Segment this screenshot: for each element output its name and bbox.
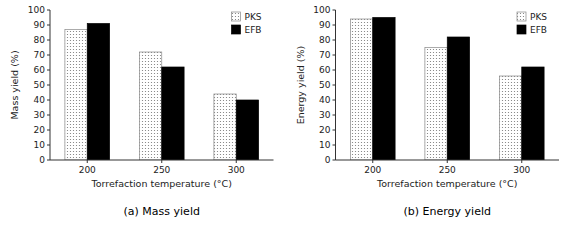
x-tick-label: 300 [513,165,530,175]
y-axis [335,10,336,160]
bar [447,37,469,160]
y-tick-label: 20 [319,125,331,135]
x-axis-label: Torrefaction temperature (°C) [91,178,232,189]
bar [522,67,544,160]
y-tick-label: 80 [34,35,46,45]
x-tick-label: 300 [228,165,245,175]
y-tick-label: 100 [28,5,45,15]
y-tick-label: 0 [39,155,45,165]
y-tick-label: 40 [34,95,46,105]
y-tick-label: 100 [313,5,330,15]
legend-swatch [232,12,241,21]
y-tick-label: 70 [319,50,331,60]
x-tick [161,160,162,163]
y-axis-label: Mass yield (%) [9,50,20,119]
bar [65,30,87,161]
panel: 0 10 20 30 40 50 60 70 80 90 100 200 250 300 Torrefact… [295,5,560,218]
bar [236,100,258,160]
caption: (b) Energy yield [404,205,491,218]
caption: (a) Mass yield [124,205,200,218]
legend-label: EFB [530,25,547,35]
x-tick [236,160,237,163]
y-tick-label: 90 [319,20,331,30]
x-tick-label: 250 [439,165,456,175]
bars [65,24,259,161]
bar [425,48,447,161]
legend-label: PKS [245,12,262,22]
bars [350,18,544,161]
x-tick-label: 200 [364,165,381,175]
y-axis-label: Energy yield (%) [295,46,306,125]
legend-label: PKS [530,12,547,22]
x-axis-label: Torrefaction temperature (°C) [376,178,517,189]
legend-swatch [517,12,526,21]
y-tick-label: 80 [319,35,331,45]
x-tick [521,160,522,163]
bar [139,52,161,160]
legend: PKS EFB [517,12,547,35]
y-tick-label: 50 [319,80,331,90]
y-tick-label: 10 [319,140,331,150]
legend-label: EFB [245,25,262,35]
y-tick-label: 50 [34,80,46,90]
bar [87,24,109,161]
y-tick-label: 30 [319,110,331,120]
y-axis [50,10,51,160]
y-tick-label: 20 [34,125,46,135]
legend-swatch [232,25,241,34]
x-tick-label: 250 [153,165,170,175]
x-tick [372,160,373,163]
y-tick-label: 70 [34,50,46,60]
y-tick-label: 40 [319,95,331,105]
x-tick [447,160,448,163]
x-tick-label: 200 [79,165,96,175]
y-tick-label: 0 [325,155,331,165]
y-tick-label: 10 [34,140,46,150]
y-tick-label: 60 [34,65,46,75]
legend: PKS EFB [232,12,262,35]
bar [162,67,184,160]
chart-root: 0102030405060708090100200250300Torrefact… [0,0,571,233]
legend-swatch [517,25,526,34]
bar [350,19,372,160]
bar [373,18,395,161]
y-tick-label: 60 [319,65,331,75]
y-tick-label: 30 [34,110,46,120]
bar [499,76,521,160]
bar [214,94,236,160]
panel: 0 10 20 30 40 50 60 70 80 90 100 200 250 300 Torrefact… [9,5,274,218]
x-tick [87,160,88,163]
y-tick-label: 90 [34,20,46,30]
